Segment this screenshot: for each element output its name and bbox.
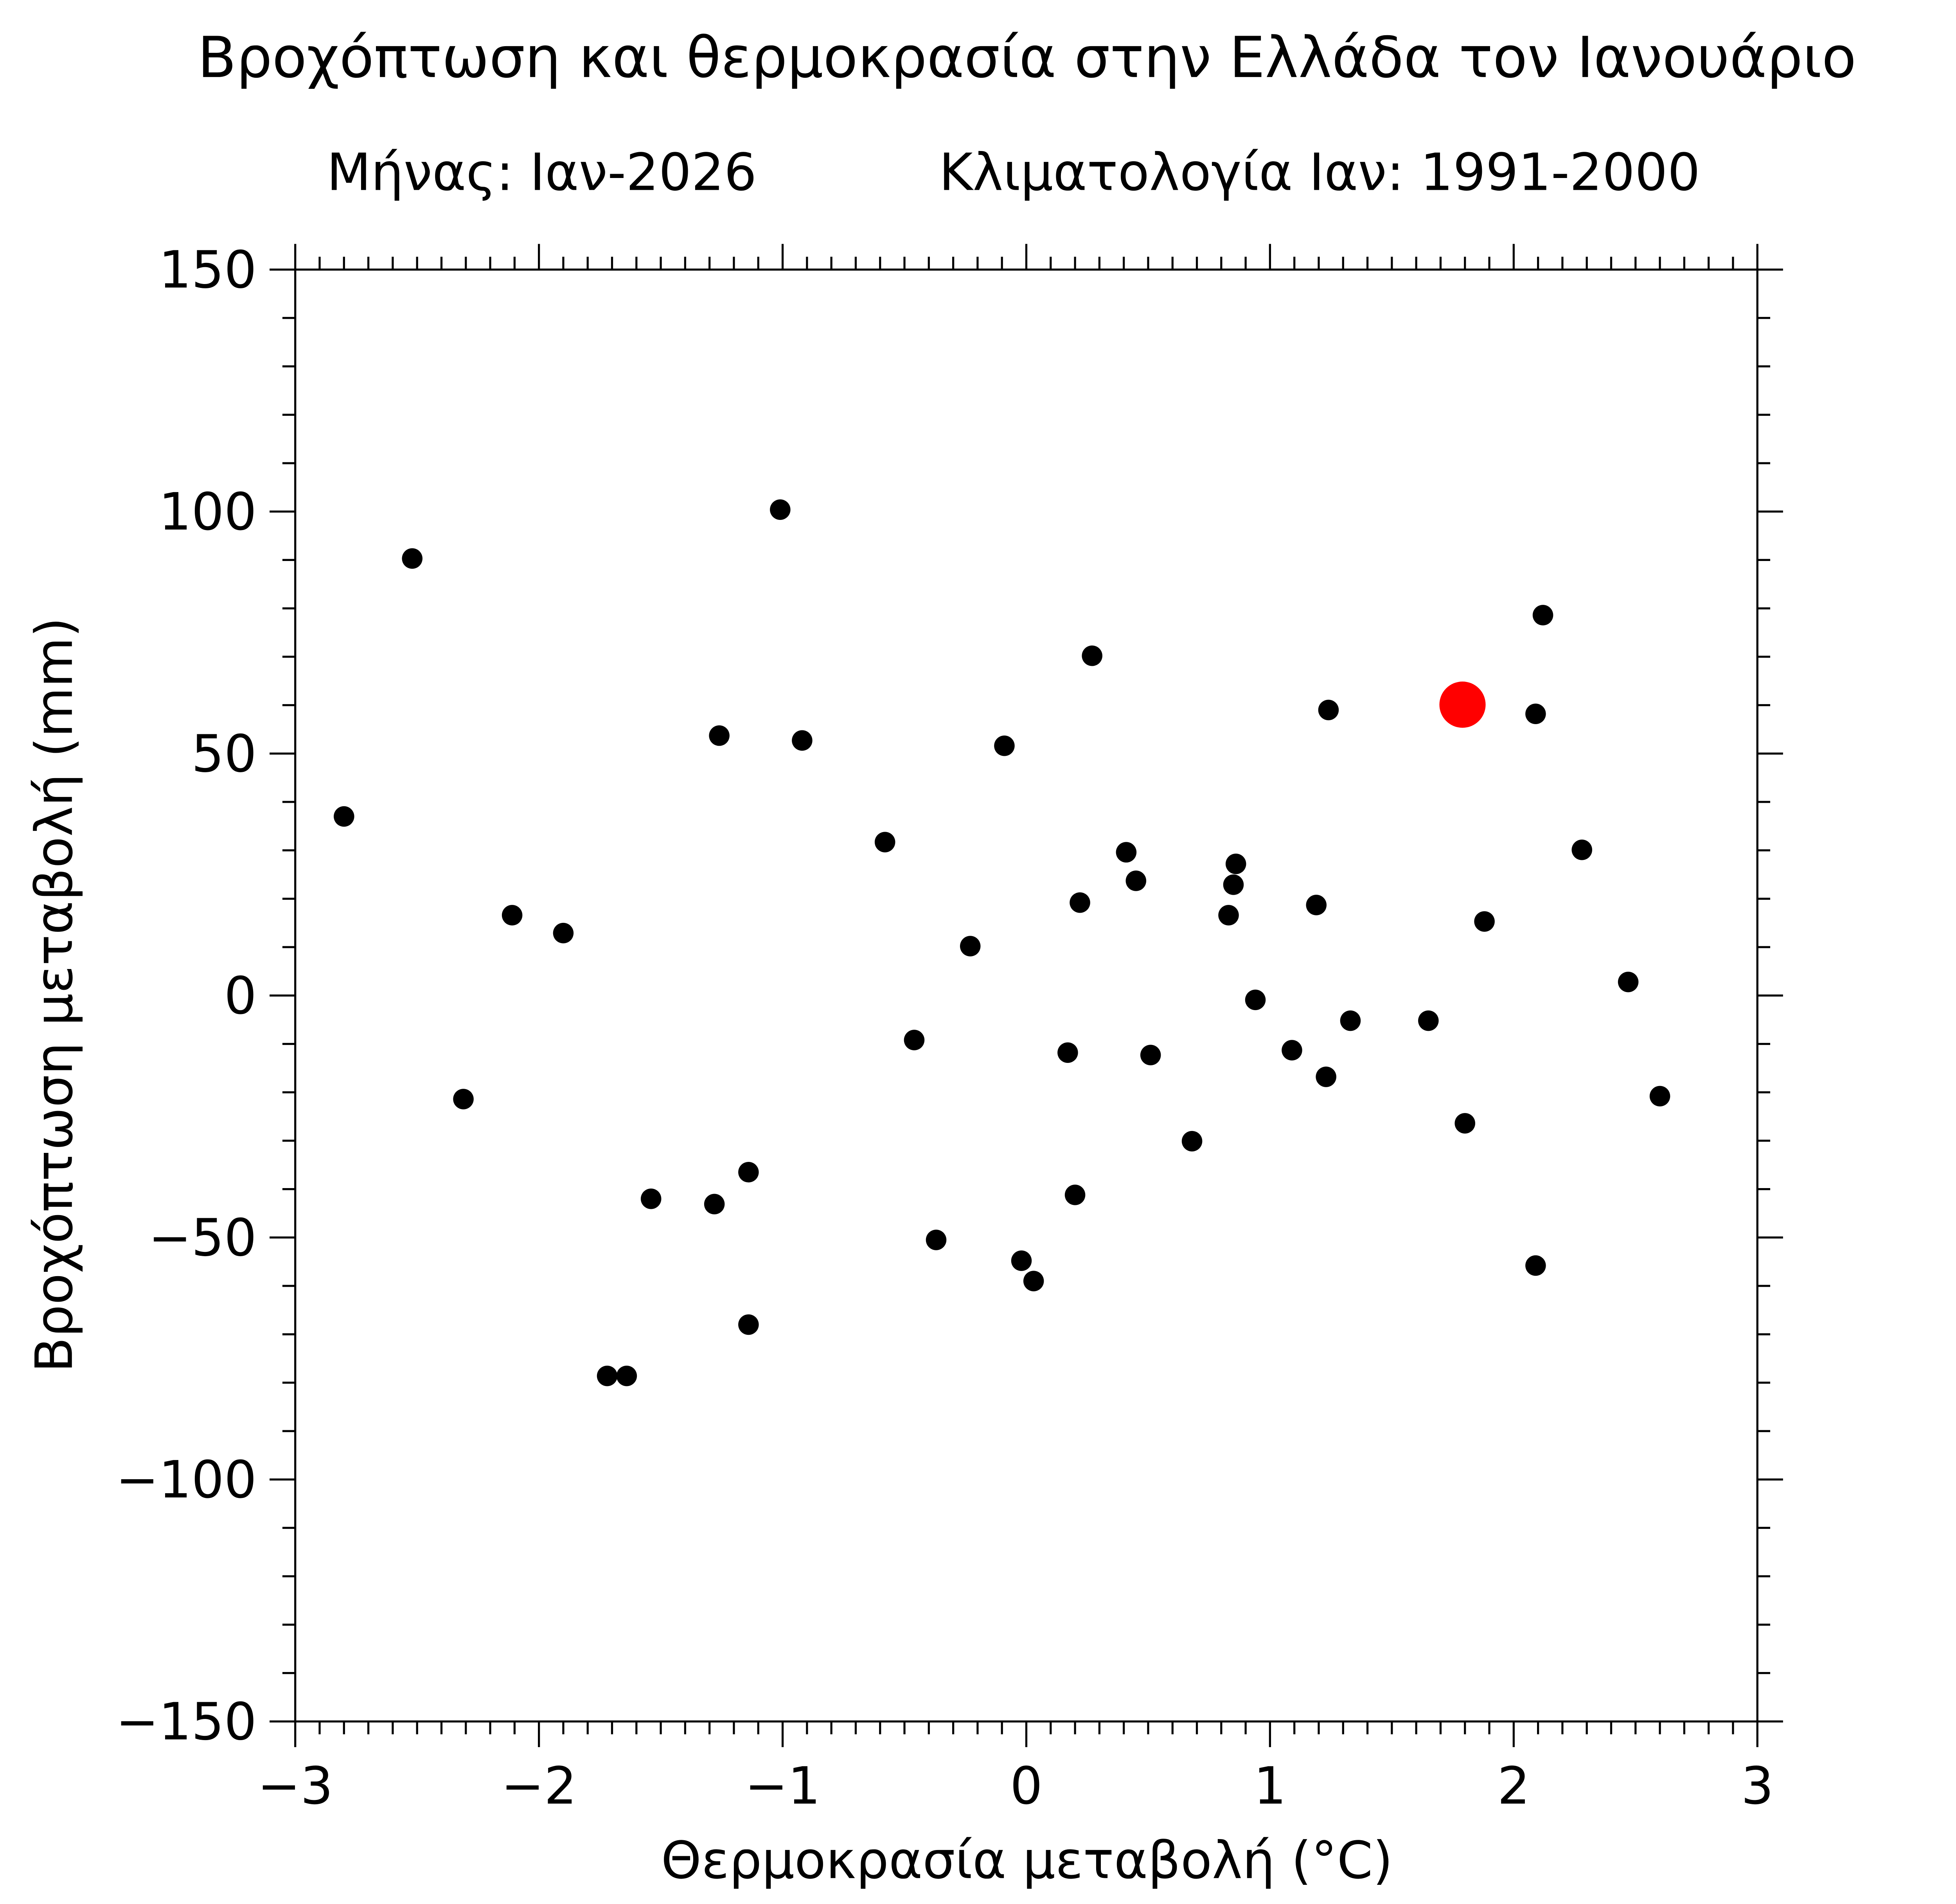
y-tick-label: 100 — [159, 482, 257, 542]
scatter-point — [709, 725, 730, 746]
scatter-point — [1439, 681, 1486, 728]
scatter-point — [1649, 1086, 1670, 1107]
scatter-point — [597, 1365, 618, 1386]
scatter-point — [904, 1030, 925, 1050]
scatter-point — [1306, 895, 1327, 915]
y-tick-label: 0 — [224, 966, 257, 1026]
scatter-point — [792, 730, 813, 751]
y-tick-label: −100 — [116, 1450, 257, 1510]
scatter-point — [1125, 870, 1147, 891]
x-tick-label: −2 — [501, 1756, 577, 1816]
scatter-point — [553, 922, 574, 944]
scatter-point — [1223, 874, 1244, 895]
y-tick-label: 50 — [191, 724, 257, 784]
x-axis-label: Θερμοκρασία μεταβολή (°C) — [661, 1830, 1393, 1890]
chart-title: Βροχόπτωση και θερμοκρασία στην Ελλάδα τ… — [198, 25, 1856, 91]
scatter-point — [1140, 1045, 1161, 1066]
chart-subtitle: Μήνας: Ιαν-2026 — [327, 142, 757, 202]
scatter-point — [1082, 645, 1102, 666]
scatter-point — [1225, 853, 1246, 874]
x-tick-label: −3 — [257, 1756, 333, 1816]
scatter-point — [1064, 1185, 1086, 1205]
scatter-point — [1218, 905, 1239, 926]
scatter-point — [994, 735, 1015, 756]
scatter-point — [1454, 1113, 1475, 1134]
scatter-point — [1418, 1010, 1439, 1031]
chart-subtitle: Κλιματολογία Ιαν: 1991-2000 — [939, 142, 1700, 202]
scatter-point — [1245, 989, 1266, 1010]
x-tick-label: 0 — [1010, 1756, 1043, 1816]
scatter-point — [1181, 1131, 1203, 1152]
scatter-point — [1116, 842, 1137, 863]
scatter-point — [1057, 1042, 1078, 1063]
scatter-point — [874, 832, 895, 852]
x-tick-label: −1 — [745, 1756, 820, 1816]
x-tick-label: 2 — [1498, 1756, 1530, 1816]
scatter-point — [502, 905, 523, 926]
scatter-point — [1525, 703, 1546, 725]
scatter-point — [1316, 1066, 1336, 1087]
x-tick-label: 1 — [1254, 1756, 1287, 1816]
scatter-point — [1532, 605, 1553, 626]
scatter-point — [1318, 699, 1339, 721]
scatter-point — [1070, 892, 1090, 913]
scatter-point — [453, 1089, 474, 1109]
y-axis-label: Βροχόπτωση μεταβολή (mm) — [24, 617, 84, 1373]
y-tick-label: −50 — [148, 1208, 257, 1268]
scatter-point — [1340, 1010, 1361, 1031]
scatter-point — [738, 1162, 759, 1183]
scatter-point — [1282, 1040, 1302, 1061]
scatter-point — [616, 1365, 637, 1386]
scatter-point — [926, 1230, 947, 1250]
scatter-point — [1525, 1255, 1546, 1276]
scatter-point — [640, 1188, 662, 1209]
scatter-point — [1571, 840, 1592, 860]
x-tick-label: 3 — [1741, 1756, 1774, 1816]
plot-frame — [294, 268, 1758, 1723]
scatter-point — [402, 548, 422, 569]
scatter-point — [770, 499, 791, 520]
scatter-point — [704, 1194, 725, 1215]
scatter-point — [1011, 1250, 1032, 1271]
scatter-point — [738, 1314, 759, 1335]
scatter-point — [1618, 971, 1639, 992]
scatter-point — [1023, 1271, 1044, 1291]
scatter-point — [960, 936, 981, 956]
scatter-point — [1474, 911, 1495, 932]
scatter-point — [334, 806, 354, 827]
y-tick-label: 150 — [159, 240, 257, 300]
y-tick-label: −150 — [116, 1692, 257, 1751]
